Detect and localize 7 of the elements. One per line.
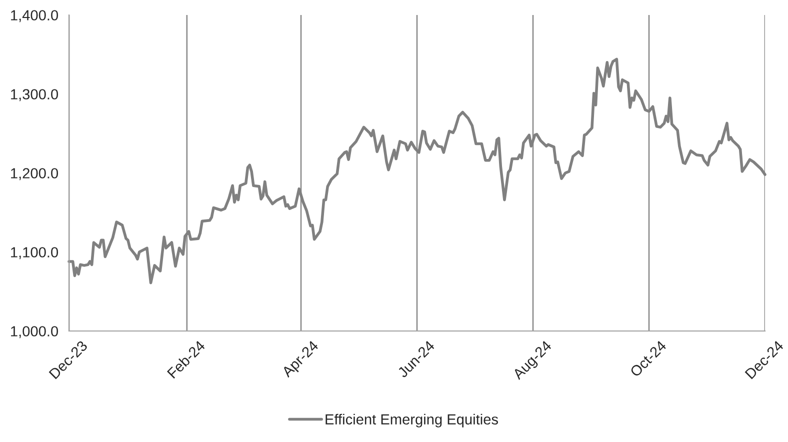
y-tick-label: 1,000.0 [11, 326, 58, 338]
line-series [68, 58, 766, 284]
y-tick-label: 1,100.0 [11, 247, 58, 260]
y-tick-label: 1,300.0 [11, 89, 58, 102]
y-tick-label: 1,200.0 [11, 168, 58, 180]
legend-label: Efficient Emerging Equities [326, 414, 498, 428]
y-tick-label: 1,400.0 [11, 10, 58, 22]
